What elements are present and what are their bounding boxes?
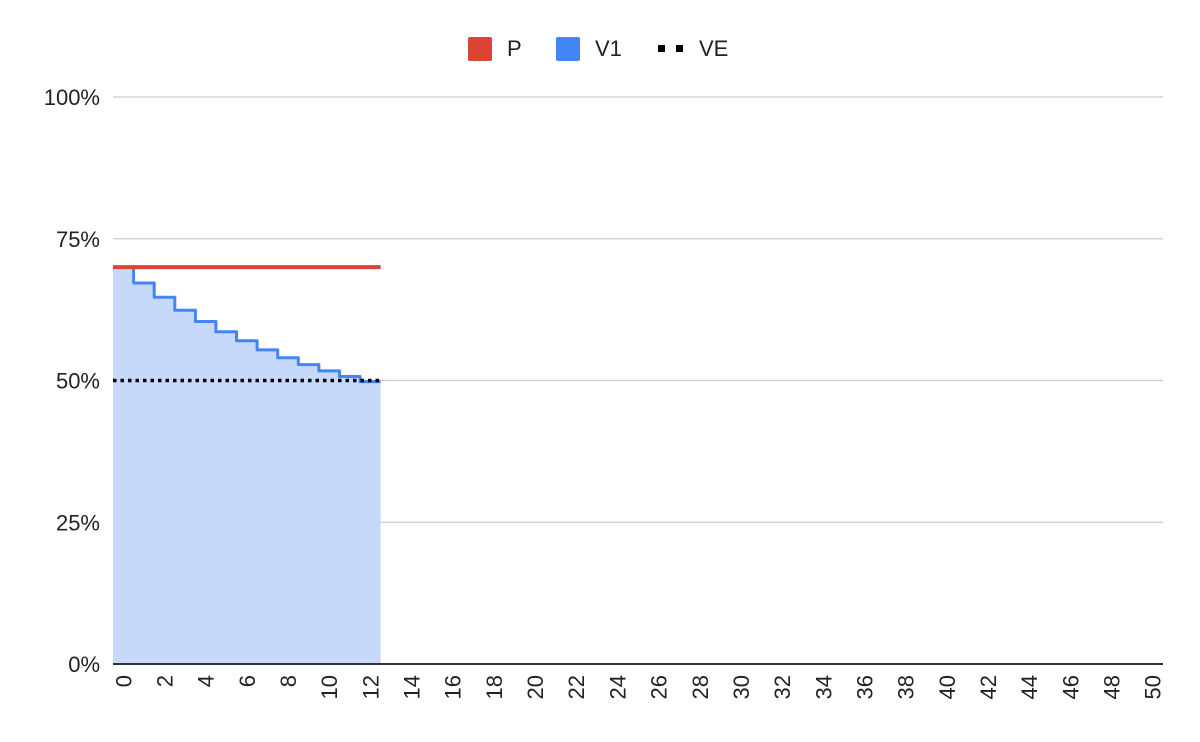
y-tick-label: 25% [56, 510, 100, 535]
x-tick-label: 44 [1017, 675, 1042, 699]
y-axis-tick-labels: 0% 25% 50% 75% 100% [44, 85, 100, 677]
x-tick-label: 28 [688, 675, 713, 699]
x-tick-label: 2 [153, 675, 178, 687]
legend-item-ve[interactable]: VE [658, 36, 728, 61]
x-tick-label: 8 [276, 675, 301, 687]
x-tick-label: 4 [194, 675, 219, 687]
x-tick-label: 0 [111, 675, 136, 687]
x-tick-label: 30 [729, 675, 754, 699]
x-tick-label: 20 [523, 675, 548, 699]
x-tick-label: 42 [976, 675, 1001, 699]
x-tick-label: 24 [605, 675, 630, 699]
x-tick-label: 34 [811, 675, 836, 699]
x-tick-label: 40 [935, 675, 960, 699]
x-tick-label: 46 [1058, 675, 1083, 699]
legend-dot-ve-1 [658, 45, 665, 52]
series-area-v1 [113, 267, 381, 664]
x-tick-label: 10 [317, 675, 342, 699]
x-axis-tick-labels: 0 2 4 6 8 10 12 14 16 18 20 22 24 26 28 30 32 34 36 38 40 42 4… [111, 675, 1165, 699]
x-tick-label: 12 [358, 675, 383, 699]
y-tick-label: 0% [68, 652, 100, 677]
y-tick-label: 100% [44, 85, 100, 110]
legend-label-v1: V1 [595, 36, 622, 61]
legend-item-v1[interactable]: V1 [556, 36, 622, 61]
x-tick-label: 32 [770, 675, 795, 699]
x-tick-label: 26 [647, 675, 672, 699]
x-tick-label: 36 [853, 675, 878, 699]
x-tick-label: 18 [482, 675, 507, 699]
series-line-v1[interactable] [113, 265, 381, 384]
series-layer [113, 265, 381, 664]
x-tick-label: 50 [1141, 675, 1166, 699]
legend-swatch-v1 [556, 37, 580, 61]
y-tick-label: 75% [56, 227, 100, 252]
y-tick-label: 50% [56, 369, 100, 394]
x-tick-label: 48 [1100, 675, 1125, 699]
x-tick-label: 22 [564, 675, 589, 699]
x-tick-label: 14 [400, 675, 425, 699]
legend: P V1 VE [468, 36, 728, 61]
legend-swatch-p [468, 37, 492, 61]
legend-label-p: P [507, 36, 522, 61]
x-tick-label: 38 [894, 675, 919, 699]
x-tick-label: 6 [235, 675, 260, 687]
x-tick-label: 16 [441, 675, 466, 699]
legend-label-ve: VE [699, 36, 728, 61]
legend-dot-ve-2 [676, 45, 683, 52]
legend-item-p[interactable]: P [468, 36, 522, 61]
